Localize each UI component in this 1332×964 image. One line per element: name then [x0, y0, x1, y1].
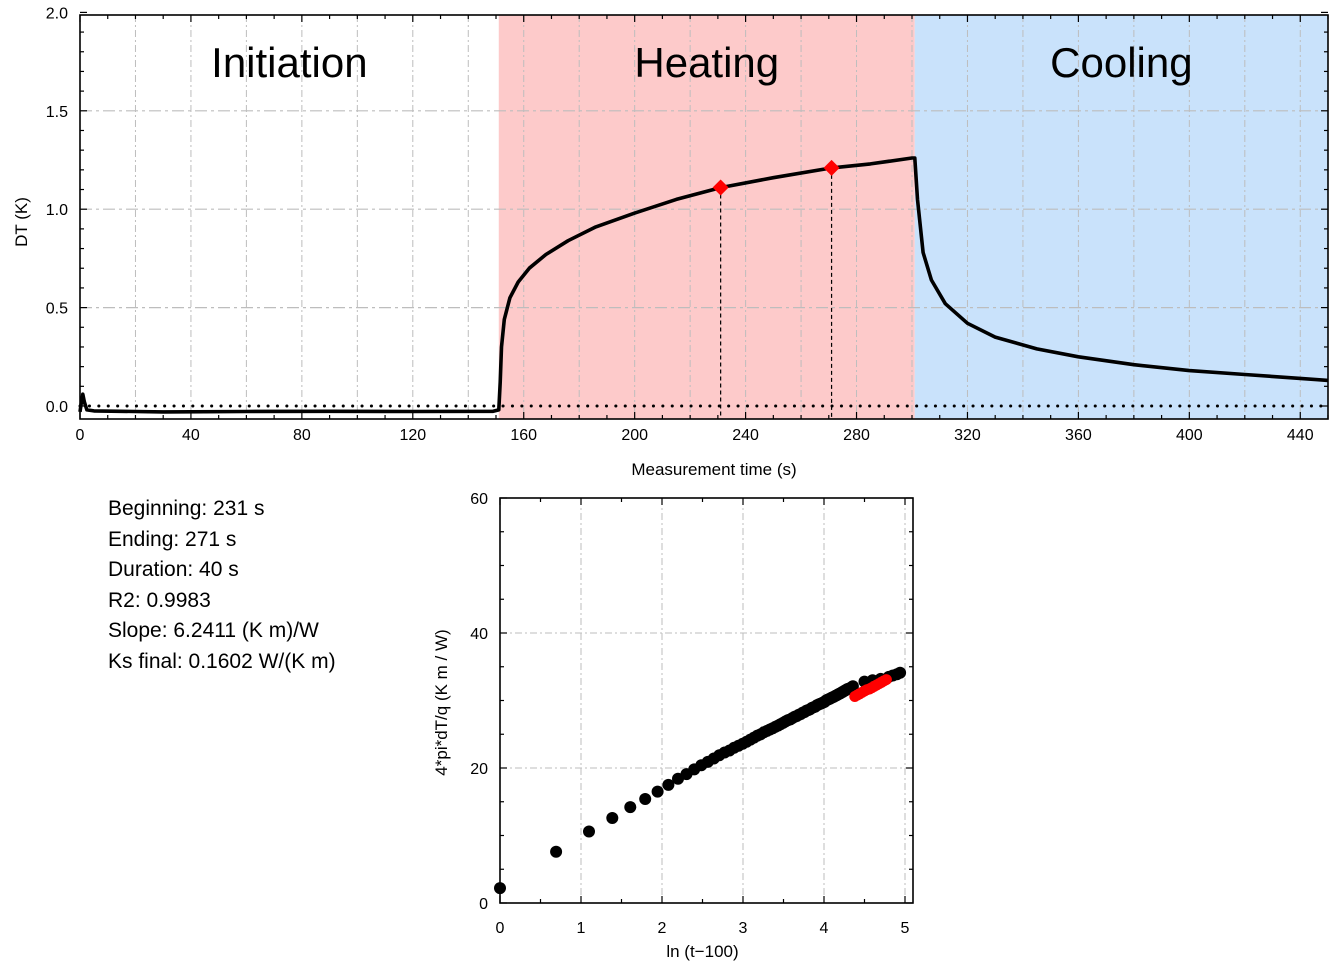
x-tick-label: 240: [732, 427, 759, 444]
y-tick-label: 2.0: [46, 5, 68, 22]
data-point: [550, 845, 563, 858]
x-tick-label: 280: [843, 427, 870, 444]
data-point: [894, 666, 907, 679]
plot-frame: [79, 14, 1329, 420]
stat-ending: Ending: 271 s: [108, 527, 237, 551]
phase-label-cooling: Cooling: [1050, 39, 1192, 86]
y-tick-label: 0.0: [46, 399, 68, 416]
y-tick-label: 1.5: [46, 104, 68, 121]
x-tick-label: 160: [510, 427, 537, 444]
stat-duration: Duration: 40 s: [108, 558, 239, 581]
data-point: [624, 801, 637, 814]
y-tick-label: 0.5: [46, 301, 68, 318]
phase-label-heating: Heating: [634, 39, 779, 86]
data-point: [651, 785, 664, 798]
plot-frame: [499, 497, 914, 904]
stat-slope: Slope: 6.2411 (K m)/W: [108, 619, 319, 642]
y-axis-label: 4*pi*dT/q (K m / W): [432, 629, 451, 775]
x-tick-label: 4: [820, 920, 829, 937]
y-axis-label: DT (K): [12, 197, 31, 247]
data-point: [846, 680, 859, 693]
x-tick-label: 200: [621, 427, 648, 444]
x-tick-label: 360: [1065, 427, 1092, 444]
y-tick-label: 40: [470, 626, 488, 643]
data-point: [639, 793, 652, 805]
phase-label-initiation: Initiation: [211, 39, 367, 86]
y-tick-label: 0: [479, 896, 488, 913]
stat-ks-final: Ks final: 0.1602 W/(K m): [108, 649, 336, 673]
interval-marker: [712, 179, 729, 196]
x-tick-label: 1: [577, 920, 586, 937]
dt-series-line: [78, 156, 1329, 414]
x-axis-label: ln (t−100): [666, 942, 738, 961]
phase-band-cooling: [914, 15, 1328, 419]
y-tick-label: 60: [470, 491, 488, 508]
statistics-panel: Beginning: 231 s Ending: 271 s Duration:…: [108, 494, 336, 677]
x-tick-label: 0: [496, 920, 505, 937]
data-point: [662, 778, 675, 791]
x-tick-label: 0: [76, 427, 85, 444]
interval-marker: [823, 159, 840, 176]
temperature-chart: Initiation Heating Cooling 0 40 80 120 160 200 24…: [12, 5, 1330, 479]
data-point: [583, 825, 595, 838]
x-tick-label: 40: [182, 427, 200, 444]
x-tick-label: 5: [901, 920, 910, 937]
x-tick-label: 2: [658, 920, 667, 937]
phase-band-initiation: [80, 15, 499, 419]
stat-beginning: Beginning: 231 s: [108, 497, 265, 520]
regression-chart: 0 1 2 3 4 5 0 20 40 60 ln (t−100) 4*pi*dT/q (K m / …: [432, 491, 914, 961]
stat-r2: R2: 0.9983: [108, 588, 211, 612]
x-tick-label: 80: [293, 427, 311, 444]
x-tick-label: 320: [954, 427, 981, 444]
x-tick-label: 120: [399, 427, 426, 444]
x-tick-label: 400: [1176, 427, 1203, 444]
y-tick-label: 1.0: [46, 202, 68, 219]
x-tick-label: 440: [1287, 427, 1314, 444]
phase-band-heating: [498, 15, 915, 419]
x-tick-label: 3: [739, 920, 748, 937]
y-tick-label: 20: [470, 761, 488, 778]
data-point: [606, 812, 619, 824]
x-axis-label: Measurement time (s): [631, 460, 796, 479]
fit-interval-point: [880, 674, 892, 686]
